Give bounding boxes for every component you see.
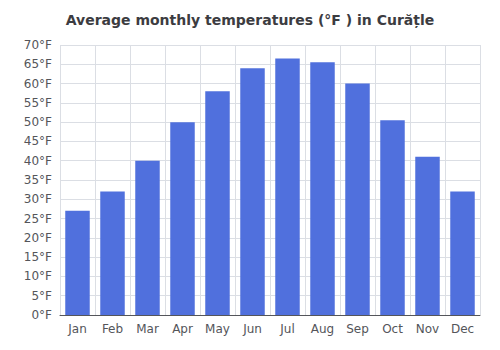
svg-text:30°F: 30°F (24, 192, 52, 206)
svg-text:Oct: Oct (382, 322, 403, 336)
svg-text:Average monthly temperatures (: Average monthly temperatures (°F ) in Cu… (66, 12, 435, 29)
svg-text:40°F: 40°F (24, 154, 52, 168)
svg-text:Aug: Aug (311, 322, 334, 336)
svg-text:35°F: 35°F (24, 173, 52, 187)
svg-text:Sep: Sep (346, 322, 369, 336)
svg-text:60°F: 60°F (24, 77, 52, 91)
svg-text:Feb: Feb (102, 322, 123, 336)
svg-text:5°F: 5°F (31, 289, 52, 303)
svg-text:55°F: 55°F (24, 96, 52, 110)
svg-text:50°F: 50°F (24, 115, 52, 129)
svg-text:May: May (205, 322, 230, 336)
svg-text:Dec: Dec (451, 322, 474, 336)
svg-text:Nov: Nov (416, 322, 439, 336)
svg-text:65°F: 65°F (24, 57, 52, 71)
svg-text:10°F: 10°F (24, 269, 52, 283)
svg-text:0°F: 0°F (31, 308, 52, 322)
svg-text:Apr: Apr (172, 322, 193, 336)
svg-text:Jul: Jul (279, 322, 294, 336)
svg-text:Jun: Jun (242, 322, 262, 336)
svg-text:70°F: 70°F (24, 38, 52, 52)
svg-text:20°F: 20°F (24, 231, 52, 245)
svg-text:Jan: Jan (67, 322, 87, 336)
svg-text:15°F: 15°F (24, 250, 52, 264)
svg-text:45°F: 45°F (24, 134, 52, 148)
svg-text:25°F: 25°F (24, 212, 52, 226)
svg-text:Mar: Mar (136, 322, 159, 336)
